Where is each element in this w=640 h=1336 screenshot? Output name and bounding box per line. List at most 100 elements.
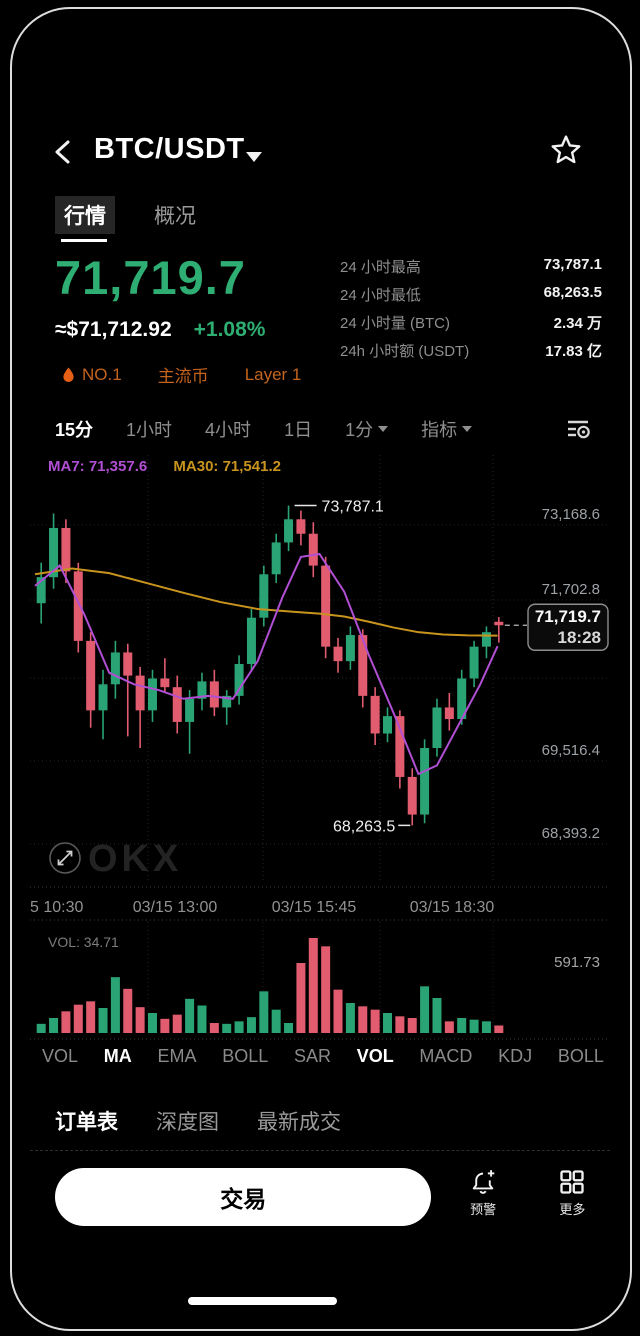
home-indicator[interactable] xyxy=(188,1297,337,1305)
caret-down-icon xyxy=(378,426,389,432)
candle xyxy=(358,635,368,696)
candle xyxy=(123,652,133,676)
svg-text:73,787.1: 73,787.1 xyxy=(322,499,384,516)
badge-label: 主流币 xyxy=(157,367,209,386)
candle xyxy=(296,519,306,534)
svg-text:71,702.8: 71,702.8 xyxy=(542,581,600,598)
indicator-ema-2[interactable]: EMA xyxy=(157,1046,197,1066)
stat-label: 24 小时最高 xyxy=(340,259,421,276)
badge-Layer 1[interactable]: Layer 1 xyxy=(245,365,302,385)
volume-bar xyxy=(234,1021,244,1033)
volume-bar xyxy=(209,1023,219,1033)
timeframe-1日[interactable]: 1日 xyxy=(284,420,313,440)
change-percent: +1.08% xyxy=(193,318,266,341)
volume-bar xyxy=(246,1017,256,1033)
badge-主流币[interactable]: 主流币 xyxy=(158,362,209,387)
footer-bar: 交易 预警 更多 xyxy=(55,1168,610,1226)
stat-row: 24 小时最低 68,263.5 xyxy=(340,284,602,305)
indicator-ma-1[interactable]: MA xyxy=(103,1046,132,1066)
page-title[interactable]: BTC/USDT xyxy=(94,133,245,165)
candle xyxy=(457,678,467,720)
indicator-boll-3[interactable]: BOLL xyxy=(222,1046,269,1066)
volume-bar xyxy=(457,1018,467,1033)
alert-label: 预警 xyxy=(470,1202,497,1217)
volume-bar xyxy=(36,1023,46,1033)
svg-text:18:28: 18:28 xyxy=(558,628,601,647)
indicator-settings-icon[interactable] xyxy=(564,416,592,442)
svg-text:VOL: 34.71: VOL: 34.71 xyxy=(48,934,119,950)
favorite-star-icon[interactable] xyxy=(550,134,582,166)
candle xyxy=(98,684,108,711)
volume-bar xyxy=(383,1013,392,1033)
timeframe-15分[interactable]: 15分 xyxy=(55,420,94,440)
expand-chart-icon[interactable] xyxy=(49,842,81,874)
stat-row: 24 小时量 (BTC) 2.34 万 xyxy=(340,312,602,333)
timeframe-1小时[interactable]: 1小时 xyxy=(126,420,173,440)
svg-text:73,168.6: 73,168.6 xyxy=(542,506,600,523)
svg-text:68,263.5: 68,263.5 xyxy=(333,818,395,835)
volume-bar xyxy=(98,1008,108,1033)
candle xyxy=(370,695,380,734)
indicator-sar-4[interactable]: SAR xyxy=(293,1046,331,1066)
indicator-vol-0[interactable]: VOL xyxy=(42,1046,79,1066)
volume-bar xyxy=(370,1009,380,1033)
volume-bar xyxy=(308,938,318,1033)
volume-bar xyxy=(185,998,195,1033)
candle xyxy=(444,707,454,720)
trade-button[interactable]: 交易 xyxy=(55,1168,432,1226)
indicator-kdj-7[interactable]: KDJ xyxy=(498,1046,533,1066)
volume-bar xyxy=(407,1018,417,1033)
back-icon[interactable] xyxy=(50,138,76,166)
indicator-macd-6[interactable]: MACD xyxy=(419,1046,473,1066)
volume-bar xyxy=(271,1009,281,1033)
timeframe-指标[interactable]: 指标 xyxy=(421,416,473,442)
badge-rank[interactable]: NO.1 xyxy=(62,365,122,385)
indicator-vol-5[interactable]: VOL xyxy=(356,1046,394,1066)
fiat-price: ≈$71,712.92 xyxy=(55,318,172,341)
candle xyxy=(73,571,83,641)
more-tool[interactable]: 更多 xyxy=(535,1168,610,1218)
candlestick-chart[interactable]: 73,168.6 71,702.8 69,516.4 68,393.2 73,787.1… xyxy=(0,450,640,1042)
alert-tool[interactable]: 预警 xyxy=(445,1168,520,1218)
tab-订单表[interactable]: 订单表 xyxy=(55,1111,118,1134)
svg-text:03/15 18:30: 03/15 18:30 xyxy=(410,899,495,916)
svg-text:69,516.4: 69,516.4 xyxy=(542,742,600,759)
volume-bar xyxy=(494,1025,504,1033)
last-price-tag xyxy=(527,603,609,651)
volume-bar xyxy=(148,1013,157,1033)
timeframe-1分[interactable]: 1分 xyxy=(345,416,389,442)
tab-最新成交[interactable]: 最新成交 xyxy=(257,1111,341,1134)
ticker-stats: 24 小时最高 73,787.1 24 小时最低 68,263.5 24 小时量 (BT… xyxy=(340,256,602,368)
tab-深度图[interactable]: 深度图 xyxy=(156,1111,219,1134)
volume-bar xyxy=(222,1023,232,1033)
candle xyxy=(469,646,479,679)
token-badges: NO.1 主流币 Layer 1 xyxy=(62,362,301,387)
tab-行情[interactable]: 行情 xyxy=(55,196,115,242)
svg-text:5 10:30: 5 10:30 xyxy=(30,899,83,916)
candle xyxy=(197,681,207,699)
tab-概况[interactable]: 概况 xyxy=(154,205,196,228)
candle xyxy=(148,678,157,711)
candle xyxy=(86,640,96,711)
svg-text:71,719.7: 71,719.7 xyxy=(535,607,601,626)
candle xyxy=(160,678,170,688)
volume-bar xyxy=(481,1021,491,1033)
volume-bar xyxy=(358,1006,368,1033)
grid-icon xyxy=(560,1170,585,1194)
volume-bar xyxy=(321,946,331,1033)
candle xyxy=(432,707,442,748)
volume-bar xyxy=(123,988,133,1033)
market-overview-tabs: 行情 概况 xyxy=(55,196,205,242)
svg-text:03/15 13:00: 03/15 13:00 xyxy=(133,899,218,916)
pair-dropdown-caret-icon[interactable] xyxy=(246,152,262,162)
indicator-boll-8[interactable]: BOLL xyxy=(557,1046,604,1066)
stat-label: 24 小时最低 xyxy=(340,287,421,304)
more-label: 更多 xyxy=(559,1202,586,1217)
stat-row: 24 小时最高 73,787.1 xyxy=(340,256,602,277)
timeframe-4小时[interactable]: 4小时 xyxy=(205,420,252,440)
volume-bar xyxy=(61,1011,71,1033)
divider xyxy=(30,1150,610,1151)
volume-bar xyxy=(395,1016,405,1033)
orderbook-tabs: 订单表 深度图 最新成交 xyxy=(55,1106,341,1136)
timeframe-row: 15分 1小时 4小时 1日 1分 指标 xyxy=(55,416,592,442)
